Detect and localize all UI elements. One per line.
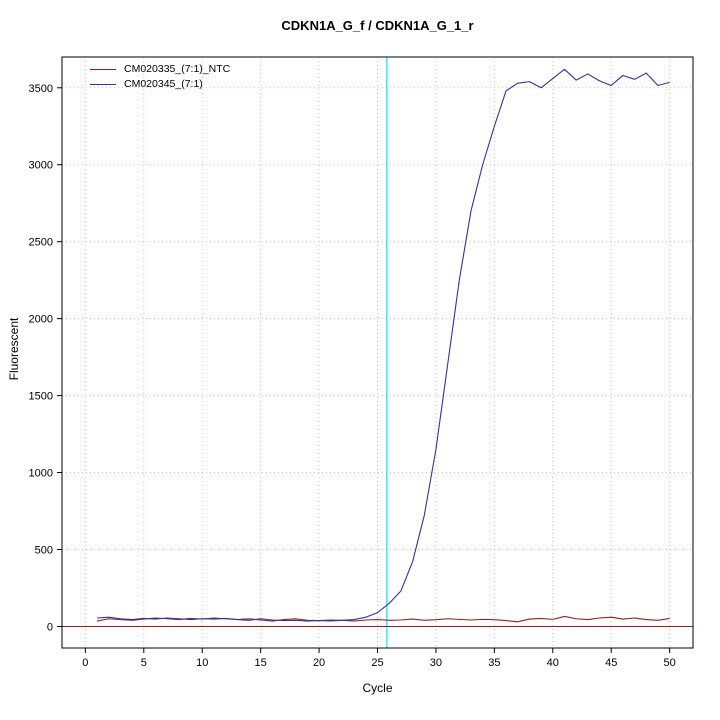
legend-item-ntc: CM020335_(7:1)_NTC <box>90 63 230 75</box>
y-tick-label: 1500 <box>29 391 53 403</box>
y-tick-label: 3000 <box>29 160 53 172</box>
legend-label: CM020335_(7:1)_NTC <box>124 63 231 75</box>
x-tick-label: 45 <box>605 657 617 669</box>
y-tick-label: 500 <box>35 545 53 557</box>
series-line <box>96 615 670 623</box>
y-tick-label: 0 <box>47 621 53 633</box>
x-tick-label: 5 <box>141 657 147 669</box>
legend-item-sample: CM020345_(7:1) <box>90 78 230 90</box>
legend-label: CM020345_(7:1) <box>124 78 203 90</box>
chart-title: CDKN1A_G_f / CDKN1A_G_1_r <box>281 18 474 33</box>
x-tick-label: 30 <box>430 657 442 669</box>
x-tick-label: 50 <box>664 657 676 669</box>
x-tick-label: 40 <box>547 657 559 669</box>
y-tick-label: 3500 <box>29 83 53 95</box>
y-tick-label: 2500 <box>29 237 53 249</box>
series-line <box>97 68 670 622</box>
legend: CM020335_(7:1)_NTC CM020345_(7:1) <box>90 63 230 90</box>
x-tick-label: 15 <box>255 657 267 669</box>
x-tick-label: 10 <box>196 657 208 669</box>
x-tick-label: 0 <box>82 657 88 669</box>
legend-line-swatch <box>90 68 116 70</box>
x-tick-label: 20 <box>313 657 325 669</box>
y-axis-label: Fluorescent <box>7 317 21 381</box>
y-tick-label: 1000 <box>29 468 53 480</box>
legend-line-swatch <box>90 83 116 85</box>
x-axis-label: Cycle <box>362 681 393 695</box>
y-tick-label: 2000 <box>29 314 53 326</box>
x-tick-label: 35 <box>488 657 500 669</box>
x-tick-label: 25 <box>371 657 383 669</box>
